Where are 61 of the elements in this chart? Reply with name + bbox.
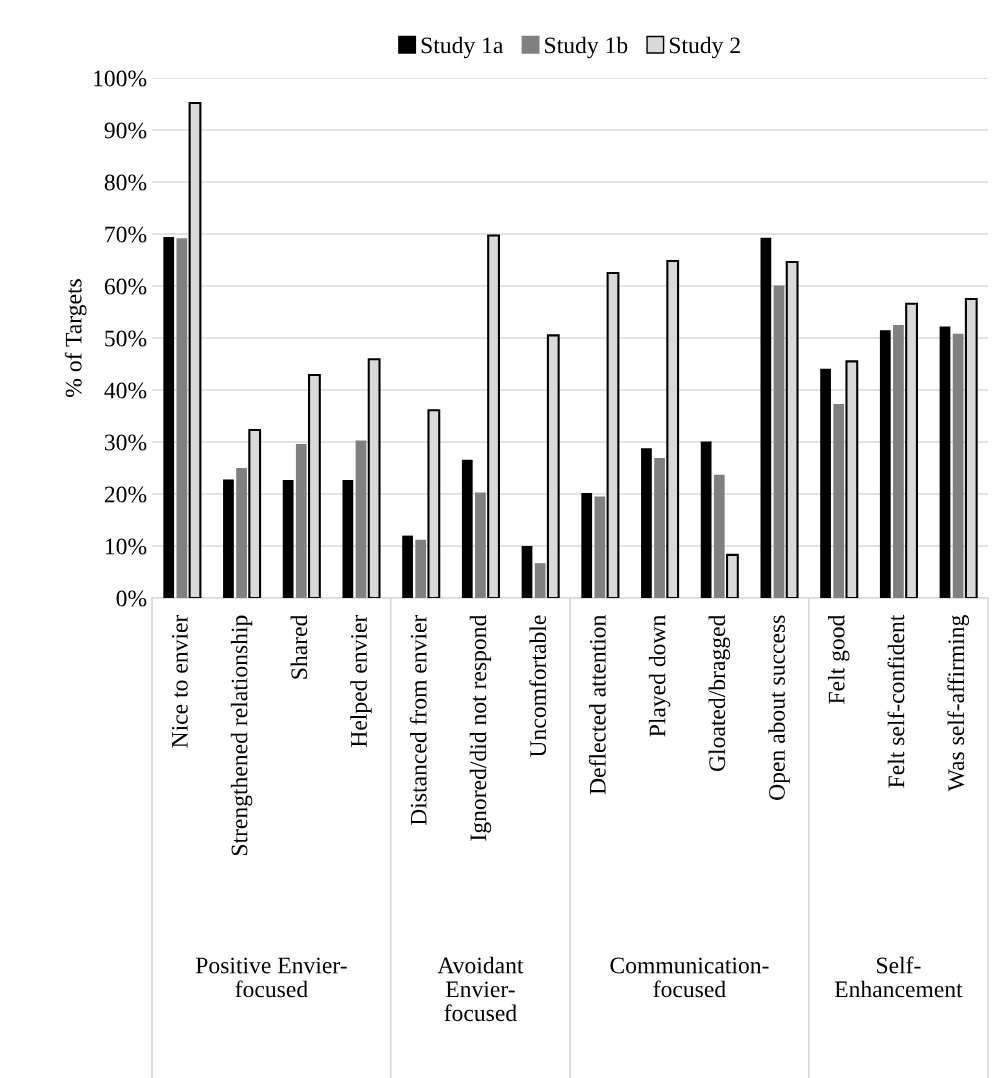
bar [760,237,772,598]
y-tick-label: 50% [105,330,147,347]
bar [355,440,367,598]
bar [236,468,247,598]
bar [700,441,712,598]
bar [952,333,964,598]
bar [641,448,652,598]
bar [893,325,904,598]
text: Positive Envier- focused [195,957,347,998]
text: Communication- focused [610,957,769,998]
bar [415,539,427,598]
y-tick-label: 80% [104,174,147,191]
y-tick-label: 0% [116,590,147,607]
text: Avoidant Envier- focused [437,956,524,1022]
bar [654,458,665,598]
bar [402,535,413,598]
x-tick-label: Gloated/bragged [708,614,731,772]
x-tick-label: Open about success [768,615,790,800]
bar [176,238,188,598]
y-tick-label: 70% [105,226,147,243]
bar [223,479,234,598]
bar [534,563,546,598]
x-tick-label: Felt good [827,614,850,704]
bar [581,492,593,598]
bar [282,479,294,598]
y-tick-label: 40% [104,382,147,399]
text: Self- Enhancement [834,956,963,998]
bar [521,546,533,598]
bar [879,330,891,598]
bar [713,474,725,598]
y-tick-label: 10% [105,538,147,555]
bar [475,492,486,598]
y-tick-label: 30% [104,434,147,451]
x-tick-label: Ignored/did not respond [469,614,492,841]
y-tick-label: 60% [104,278,147,295]
legend-label: Study 1b [545,36,628,59]
legend-label: Study 1a [421,36,504,59]
x-tick-label: Nice to envier [171,614,188,748]
y-tick-label: 100% [94,70,147,87]
bar [461,459,473,598]
y-tick-label: 90% [104,122,147,139]
bar [594,496,606,598]
bar [163,237,175,598]
bar [342,479,354,598]
x-tick-label: Deflected attention [588,615,606,795]
x-tick-label: Was self-affirming [947,615,969,792]
bar [773,285,785,598]
x-tick-label: Shared [290,614,308,679]
x-tick-label: Helped envier [350,614,372,748]
bar [820,368,831,598]
bar [295,444,307,598]
y-tick-label: 20% [104,486,147,503]
bar [939,326,951,598]
x-tick-label: Distanced from envier [409,614,427,826]
legend-label: Study 2 [669,36,740,59]
x-tick-label: Strengthened relationship [230,615,253,856]
x-tick-label: Felt self-confident [887,614,905,788]
x-tick-label: Uncomfortable [529,615,547,758]
bar [833,404,845,598]
x-tick-label: Played down [648,615,671,737]
y-axis-title: % of Targets [64,279,87,397]
